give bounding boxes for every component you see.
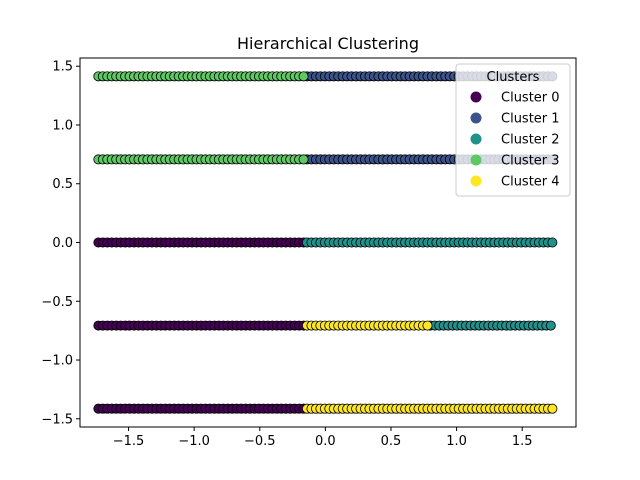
data-point (298, 154, 309, 165)
x-tick-label: 1.5 (512, 434, 533, 449)
legend-marker (470, 91, 482, 103)
points-layer (93, 71, 558, 414)
legend-box (455, 63, 571, 197)
y-tick-label: 0.5 (52, 177, 73, 192)
chart-title: Hierarchical Clustering (237, 34, 419, 53)
data-point (547, 237, 558, 248)
legend-items: Cluster 0 Cluster 1 Cluster 2 Cluster 3 Clus… (470, 91, 560, 190)
legend-label: Cluster 4 (501, 175, 560, 190)
legend-marker (470, 133, 482, 145)
y-tick-label: 1.5 (52, 60, 73, 75)
legend-marker (470, 154, 482, 166)
x-tick-label: 0.0 (315, 434, 336, 449)
legend-label: Cluster 0 (501, 91, 560, 106)
data-point (545, 320, 556, 331)
data-point (422, 320, 433, 331)
x-tick-label: −1.0 (178, 434, 210, 449)
legend-marker (470, 175, 482, 187)
x-axis: −1.5 −1.0 −0.5 0.0 0.5 1.0 1.5 (113, 427, 533, 449)
data-point (298, 71, 309, 82)
x-tick-label: 1.0 (446, 434, 467, 449)
y-tick-label: −1.0 (41, 354, 73, 369)
x-tick-label: −0.5 (244, 434, 276, 449)
x-tick-label: 0.5 (381, 434, 402, 449)
y-tick-label: 0.0 (52, 236, 73, 251)
series-2 (302, 237, 558, 331)
series-4 (302, 320, 558, 414)
y-tick-label: 1.0 (52, 118, 73, 133)
series-0 (93, 237, 309, 414)
legend-label: Cluster 3 (501, 154, 560, 169)
y-tick-label: −1.5 (41, 412, 73, 427)
data-point (547, 403, 558, 414)
y-axis: −1.5 −1.0 −0.5 0.0 0.5 1.0 1.5 (41, 60, 80, 427)
legend-marker (470, 112, 482, 124)
y-tick-label: −0.5 (41, 295, 73, 310)
legend-label: Cluster 1 (501, 112, 560, 127)
series-3 (93, 71, 309, 165)
legend-label: Cluster 2 (501, 133, 560, 148)
x-tick-label: −1.5 (113, 434, 145, 449)
legend-title: Clusters (487, 70, 540, 85)
